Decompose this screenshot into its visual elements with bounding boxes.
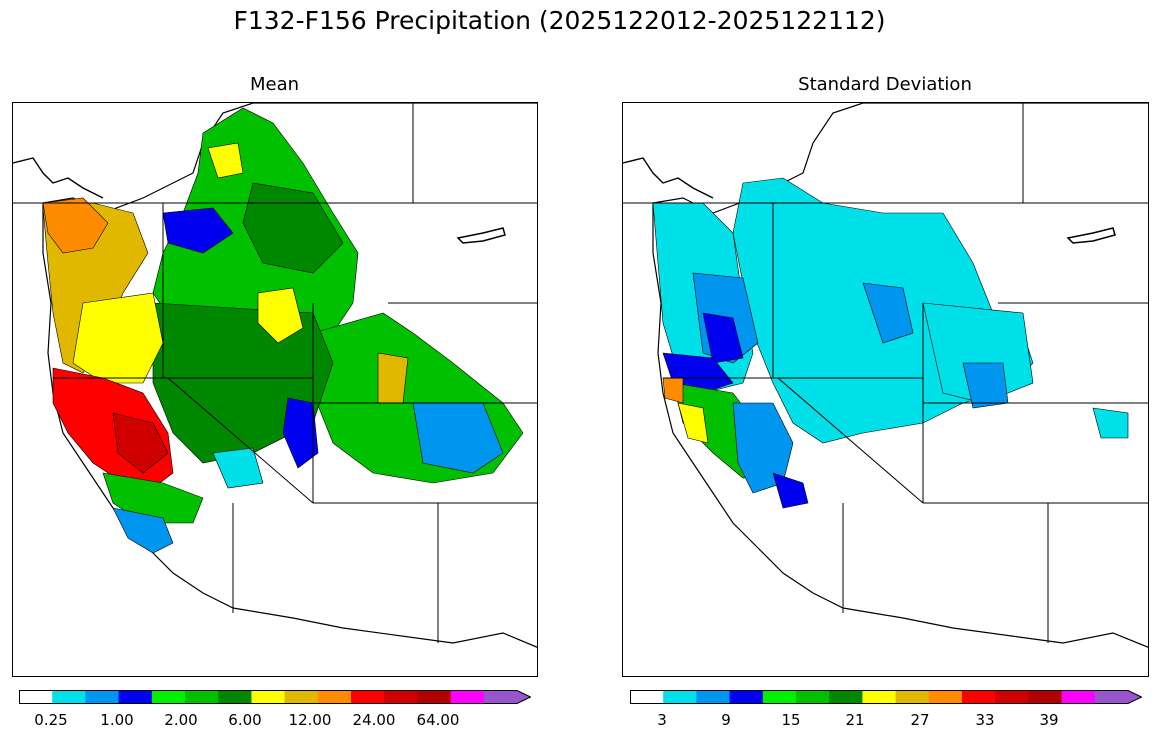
colorbar-segment <box>85 690 120 704</box>
region-blue-ca <box>112 507 174 554</box>
lake-superior <box>1066 227 1116 244</box>
colorbar-segment <box>384 690 418 704</box>
colorbar-segment <box>995 690 1029 704</box>
colorbar-segment <box>218 690 252 704</box>
region-blue-2 <box>282 397 319 469</box>
coastline <box>623 157 714 199</box>
colorbar-segment <box>185 690 219 704</box>
std-tick-label: 21 <box>845 711 865 729</box>
colorbar-segment <box>52 690 86 704</box>
region-darkred-ca <box>112 412 169 474</box>
colorbar-outline <box>630 690 1142 704</box>
region-blue-or <box>702 312 744 364</box>
colorbar-segment <box>417 690 452 704</box>
region-yellow-ca <box>677 402 709 444</box>
colorbar-segment <box>630 690 664 704</box>
region-darkgreen <box>242 182 344 274</box>
state-borders <box>13 103 537 643</box>
colorbar-segment <box>118 690 153 704</box>
region-blue-sierra <box>772 472 809 509</box>
mean-tick-label: 0.25 <box>34 711 68 729</box>
region-orange-nw <box>42 197 109 254</box>
colorbar-segment <box>762 690 797 704</box>
std-tick-label: 9 <box>721 711 731 729</box>
region-yellow-1 <box>257 287 304 344</box>
mean-tick-label: 6.00 <box>228 711 262 729</box>
colorbar-segment <box>796 690 830 704</box>
mean-tick-label: 12.00 <box>288 711 332 729</box>
colorbar-segment <box>962 690 996 704</box>
mean-colorbar <box>19 690 531 704</box>
colorbar-segment <box>450 690 485 704</box>
colorbar-segment <box>829 690 863 704</box>
mean-tick-label: 24.00 <box>352 711 396 729</box>
std-panel-title: Standard Deviation <box>798 74 972 95</box>
colorbar-segment <box>696 690 731 704</box>
std-tick-label: 33 <box>975 711 995 729</box>
colorbar-segment <box>151 690 186 704</box>
region-green-ca <box>102 472 204 524</box>
region-yellow-3 <box>377 352 409 404</box>
colorbar-segment <box>284 690 319 704</box>
region-lightblue-ne <box>862 282 914 344</box>
colorbar-extend-arrow <box>483 690 531 704</box>
std-tick-label: 27 <box>910 711 930 729</box>
colorbar-extend-arrow <box>1094 690 1142 704</box>
colorbar-segment <box>895 690 930 704</box>
mean-tick-label: 64.00 <box>416 711 460 729</box>
mean-tick-label: 2.00 <box>164 711 198 729</box>
colorbar-segment <box>663 690 697 704</box>
colorbar-segment <box>251 690 286 704</box>
colorbar-segment <box>928 690 963 704</box>
std-colorbar <box>630 690 1142 704</box>
coastline <box>13 157 104 199</box>
std-precip-map <box>622 102 1149 677</box>
state-borders <box>623 103 1148 643</box>
mean-tick-label: 1.00 <box>100 711 134 729</box>
colorbar-segment <box>729 690 764 704</box>
std-tick-label: 39 <box>1039 711 1059 729</box>
colorbar-segment <box>19 690 53 704</box>
colorbar-segment <box>351 690 385 704</box>
colorbar-segment <box>862 690 897 704</box>
region-yellow-oregon <box>72 292 164 384</box>
region-blue-1 <box>162 207 234 254</box>
region-cyan-1 <box>212 447 264 489</box>
region-yellow-2 <box>207 142 244 179</box>
lake-superior <box>456 227 506 244</box>
mean-panel-title: Mean <box>249 74 300 95</box>
figure-title: F132-F156 Precipitation (2025122012-2025… <box>233 6 886 35</box>
std-tick-label: 3 <box>657 711 667 729</box>
region-cyan-far-east <box>1092 407 1129 439</box>
colorbar-segment <box>1061 690 1096 704</box>
colorbar-outline <box>19 690 531 704</box>
colorbar-segment <box>1028 690 1063 704</box>
colorbar-segment <box>317 690 352 704</box>
region-cyan-east <box>922 302 1034 404</box>
mean-precip-map <box>12 102 538 677</box>
std-tick-label: 15 <box>781 711 801 729</box>
